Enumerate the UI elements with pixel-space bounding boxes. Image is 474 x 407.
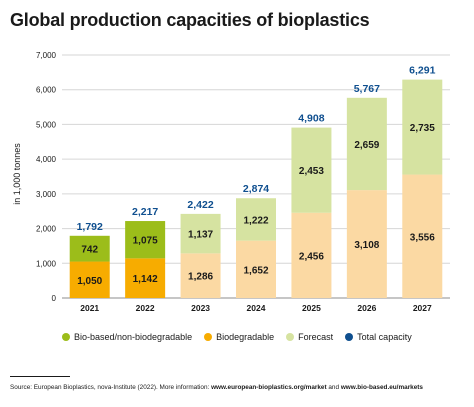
x-axis-ticks: 2021 2022 2023 2024 2025 2026 2027 (80, 303, 432, 313)
x-tick-label-2025: 2025 (302, 303, 321, 313)
bar-bio-based-2025 (291, 127, 332, 213)
data-label-bio-based-2023: 1,137 (188, 230, 213, 241)
stacked-bar-chart: 0 1,000 2,000 3,000 4,000 5,000 6,000 7,000 in … (12, 51, 450, 313)
data-label-bio-based-2022: 1,075 (133, 236, 158, 247)
data-label-bio-based-2021: 742 (81, 245, 98, 256)
legend-swatch-bio-based (62, 333, 70, 341)
bar-bio-based-2021 (69, 235, 110, 262)
legend-label-bio-based: Bio-based/non-biodegradable (74, 332, 193, 342)
data-label-layer: 1,050 742 1,792 1,142 1,075 2,217 1,286 1,137 2,… (77, 65, 436, 287)
data-label-biodegradable-2023: 1,286 (188, 272, 213, 283)
source-note: Source: European Bioplastics, nova-Insti… (10, 384, 423, 391)
source-divider (10, 376, 70, 377)
source-prefix: Source: European Bioplastics, nova-Insti… (10, 384, 212, 391)
data-label-bio-based-2025: 2,453 (299, 166, 324, 177)
x-tick-label-2024: 2024 (247, 303, 266, 313)
data-label-biodegradable-2027: 3,556 (410, 232, 435, 243)
legend-swatch-total-capacity (345, 333, 354, 341)
y-tick-label: 4,000 (36, 155, 57, 164)
legend-item-total-capacity: Total capacity (345, 332, 412, 342)
bar-bio-based-2023 (180, 213, 221, 254)
bar-biodegradable-2023 (180, 253, 221, 298)
bar-bio-based-2022 (125, 221, 166, 259)
data-label-biodegradable-2025: 2,456 (299, 251, 324, 262)
x-tick-label-2027: 2027 (413, 303, 432, 313)
chart-title: Global production capacities of bioplast… (10, 10, 370, 30)
data-label-total-2026: 5,767 (354, 83, 380, 95)
legend-label-total-capacity: Total capacity (357, 332, 412, 342)
data-label-total-2021: 1,792 (77, 221, 103, 233)
bar-biodegradable-2026 (346, 190, 387, 298)
data-label-biodegradable-2026: 3,108 (354, 240, 379, 251)
bar-biodegradable-2024 (236, 240, 276, 298)
legend-label-biodegradable: Biodegradable (216, 332, 275, 342)
data-label-total-2027: 6,291 (409, 65, 435, 77)
data-label-total-2022: 2,217 (132, 206, 158, 218)
legend-swatch-biodegradable (204, 333, 213, 341)
data-label-biodegradable-2022: 1,142 (133, 274, 158, 285)
bar-bio-based-2027 (402, 79, 443, 175)
x-tick-label-2021: 2021 (80, 303, 99, 313)
legend-swatch-forecast (286, 333, 295, 341)
data-label-bio-based-2027: 2,735 (410, 123, 435, 134)
y-axis-label: in 1,000 tonnes (12, 143, 22, 205)
legend-item-biodegradable: Biodegradable (204, 332, 274, 342)
y-tick-label: 3,000 (36, 190, 57, 199)
data-label-total-2024: 2,874 (243, 183, 269, 195)
source-middle: and (326, 384, 341, 391)
data-label-biodegradable-2024: 1,652 (243, 265, 268, 276)
x-tick-label-2026: 2026 (357, 303, 376, 313)
legend: Bio-based/non-biodegradable Biodegradabl… (62, 332, 424, 342)
legend-item-bio-based: Bio-based/non-biodegradable (62, 332, 192, 342)
data-label-bio-based-2026: 2,659 (354, 140, 379, 151)
y-tick-label: 1,000 (36, 259, 57, 268)
bar-layer (69, 79, 443, 298)
y-tick-label: 6,000 (36, 86, 57, 95)
bar-biodegradable-2022 (125, 258, 166, 298)
y-tick-label: 0 (52, 294, 57, 303)
y-axis-ticks: 0 1,000 2,000 3,000 4,000 5,000 6,000 7,000 (36, 51, 57, 303)
bar-biodegradable-2021 (69, 261, 110, 298)
bar-bio-based-2026 (346, 97, 387, 191)
source-link-bio-based[interactable]: www.bio-based.eu/markets (340, 384, 423, 391)
y-tick-label: 7,000 (36, 51, 57, 60)
data-label-bio-based-2024: 1,222 (243, 215, 268, 226)
x-tick-label-2022: 2022 (136, 303, 155, 313)
bar-bio-based-2024 (236, 198, 276, 241)
y-tick-label: 2,000 (36, 225, 57, 234)
legend-label-forecast: Forecast (298, 332, 334, 342)
y-tick-label: 5,000 (36, 120, 57, 129)
source-link-european-bioplastics[interactable]: www.european-bioplastics.org/market (211, 384, 327, 391)
data-label-total-2023: 2,422 (187, 199, 213, 211)
data-label-biodegradable-2021: 1,050 (77, 276, 102, 287)
data-label-total-2025: 4,908 (298, 113, 324, 125)
bar-biodegradable-2025 (291, 212, 332, 298)
legend-item-forecast: Forecast (286, 332, 333, 342)
bar-biodegradable-2027 (402, 174, 443, 298)
x-tick-label-2023: 2023 (191, 303, 210, 313)
